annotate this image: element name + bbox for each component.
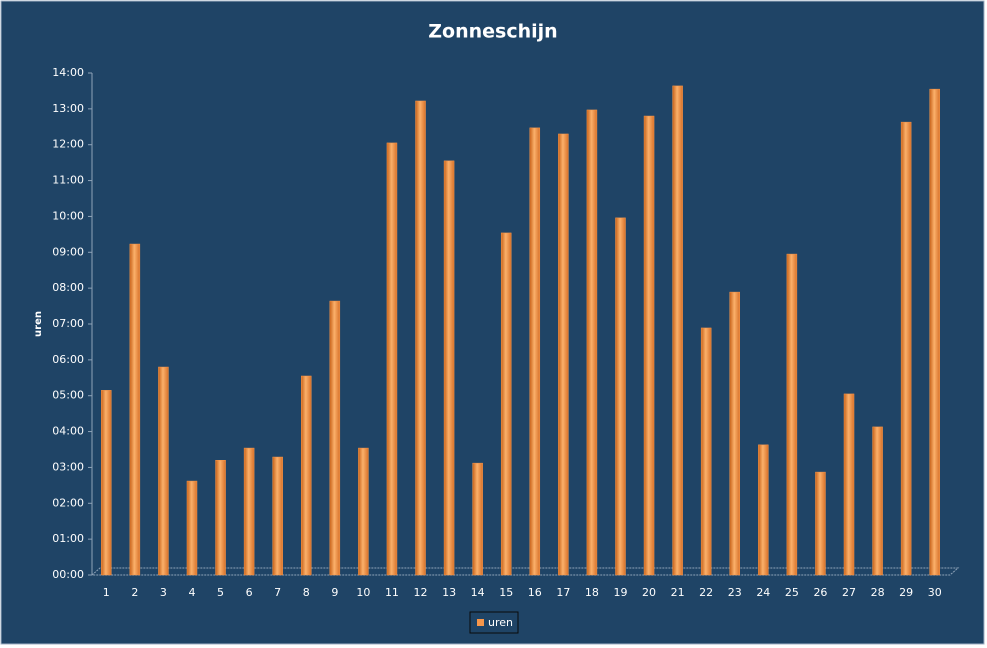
y-tick-label: 10:00 — [52, 209, 84, 222]
y-tick-label: 12:00 — [52, 138, 84, 151]
x-tick-label: 27 — [842, 586, 856, 599]
y-tick-label: 01:00 — [52, 532, 84, 545]
x-tick-label: 5 — [217, 586, 224, 599]
bar — [872, 426, 883, 576]
legend-swatch — [477, 619, 484, 626]
bar — [415, 100, 426, 576]
legend-box — [469, 611, 519, 634]
bar — [700, 327, 712, 576]
bar — [472, 462, 483, 576]
bar — [558, 133, 569, 576]
y-tick-label: 14:00 — [52, 66, 84, 79]
x-tick-label: 14 — [471, 586, 485, 599]
x-tick-label: 10 — [356, 586, 370, 599]
bar — [101, 390, 112, 576]
bar — [386, 142, 398, 576]
x-tick-label: 17 — [556, 586, 570, 599]
x-tick-label: 9 — [331, 586, 338, 599]
bar — [329, 300, 341, 576]
y-axis-label: uren — [33, 311, 44, 337]
x-tick-label: 13 — [442, 586, 456, 599]
chart-title: Zonneschijn — [428, 21, 557, 43]
bar — [786, 253, 798, 576]
x-tick-label: 26 — [813, 586, 827, 599]
bar — [272, 456, 283, 576]
bar — [615, 217, 626, 576]
bar — [643, 115, 655, 576]
bar — [586, 109, 598, 576]
bar — [729, 291, 740, 576]
x-tick-label: 4 — [188, 586, 195, 599]
x-tick-label: 8 — [303, 586, 310, 599]
bar — [301, 375, 312, 576]
x-tick-label: 12 — [414, 586, 428, 599]
y-tick-label: 00:00 — [52, 568, 84, 581]
y-tick-label: 02:00 — [52, 496, 84, 509]
bar — [929, 88, 940, 576]
bar — [129, 243, 141, 576]
x-tick-label: 20 — [642, 586, 656, 599]
bar — [529, 127, 541, 576]
x-tick-label: 2 — [131, 586, 138, 599]
legend-label: uren — [488, 616, 513, 629]
bar — [672, 85, 683, 576]
x-tick-label: 3 — [160, 586, 167, 599]
bar — [443, 160, 455, 576]
x-tick-label: 21 — [671, 586, 685, 599]
x-tick-label: 29 — [899, 586, 913, 599]
y-tick-label: 06:00 — [52, 353, 84, 366]
x-tick-label: 24 — [756, 586, 770, 599]
bar — [815, 471, 826, 576]
x-tick-label: 1 — [103, 586, 110, 599]
x-tick-label: 6 — [246, 586, 253, 599]
legend — [469, 611, 519, 634]
y-tick-label: 09:00 — [52, 245, 84, 258]
bar — [500, 232, 512, 576]
y-tick-label: 05:00 — [52, 389, 84, 402]
bar — [358, 447, 369, 576]
y-tick-label: 11:00 — [52, 174, 84, 187]
x-tick-label: 22 — [699, 586, 713, 599]
x-tick-label: 25 — [785, 586, 799, 599]
x-tick-label: 28 — [871, 586, 885, 599]
bar — [215, 460, 226, 576]
bar — [243, 447, 255, 576]
bar — [900, 121, 912, 576]
bar — [843, 393, 855, 576]
x-tick-label: 23 — [728, 586, 742, 599]
y-tick-label: 07:00 — [52, 317, 84, 330]
x-tick-label: 15 — [499, 586, 513, 599]
y-tick-label: 04:00 — [52, 425, 84, 438]
x-tick-label: 19 — [613, 586, 627, 599]
y-tick-label: 03:00 — [52, 460, 84, 473]
bar — [186, 480, 198, 576]
bar — [158, 366, 169, 576]
x-tick-label: 30 — [928, 586, 942, 599]
x-tick-label: 7 — [274, 586, 281, 599]
x-tick-label: 16 — [528, 586, 542, 599]
y-tick-label: 13:00 — [52, 102, 84, 115]
x-tick-label: 11 — [385, 586, 399, 599]
bar — [758, 444, 769, 576]
y-tick-label: 08:00 — [52, 281, 84, 294]
floor — [90, 567, 960, 576]
x-tick-label: 18 — [585, 586, 599, 599]
